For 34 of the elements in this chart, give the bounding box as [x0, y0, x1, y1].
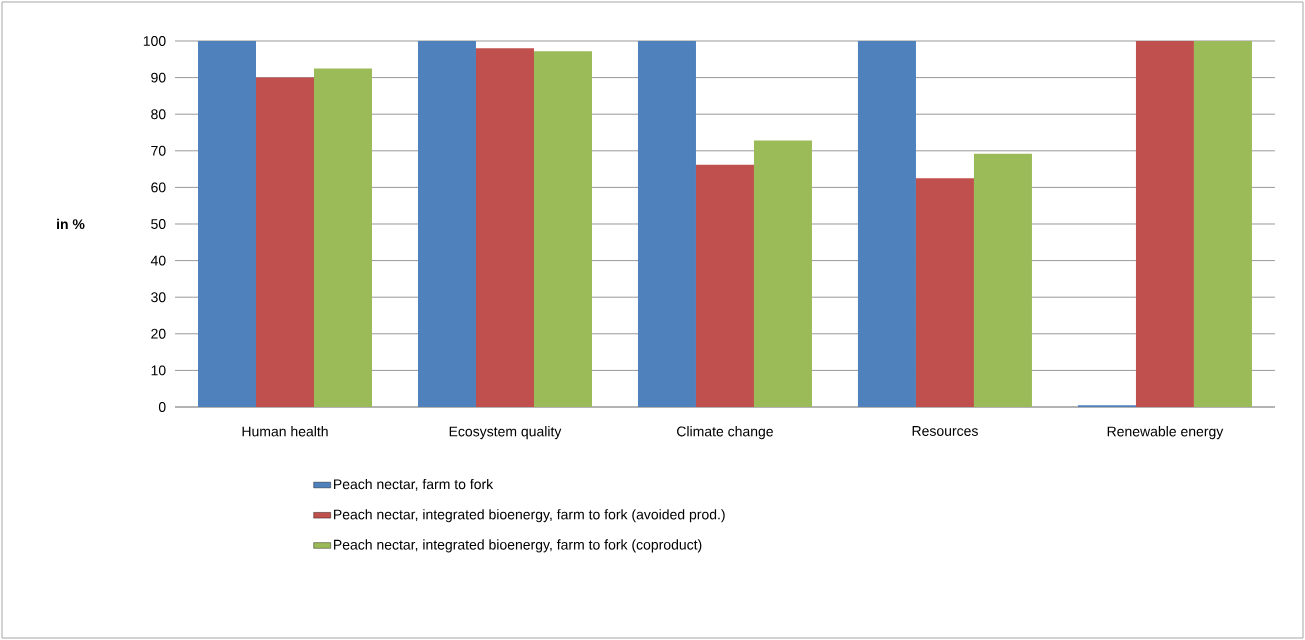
x-tick-label: Renewable energy	[1107, 426, 1224, 440]
x-tick-label: Climate change	[677, 426, 773, 440]
bar	[475, 48, 534, 407]
bar	[314, 68, 372, 407]
legend-label: Peach nectar, integrated bioenergy, farm to fork (coproduct)	[334, 539, 702, 553]
x-tick-label: Human health	[242, 426, 328, 437]
bar	[417, 41, 476, 407]
x-tick-label: Resources	[912, 426, 978, 436]
bar	[197, 41, 256, 407]
y-tick-label: 20	[151, 328, 166, 339]
y-tick-label: 50	[151, 219, 166, 229]
y-tick-label: 40	[150, 255, 166, 266]
y-tick-label: 100	[143, 36, 166, 46]
legend-label: Peach nectar, farm to fork	[334, 478, 494, 491]
bar	[973, 153, 1032, 407]
bar	[1135, 41, 1194, 407]
bar	[533, 51, 592, 407]
y-tick-label: 90	[151, 72, 166, 83]
bar	[915, 178, 974, 407]
bar	[256, 77, 314, 407]
y-tick-label: 60	[151, 182, 166, 193]
legend-label: Peach nectar, integrated bioenergy, farm to fork (avoided prod.)	[334, 509, 725, 523]
y-tick-label: 80	[151, 109, 166, 120]
y-tick-label: 70	[151, 145, 166, 156]
y-axis-title: in %	[57, 218, 85, 230]
x-tick-label: Ecosystem quality	[449, 426, 562, 440]
bar	[753, 140, 812, 407]
y-tick-label: 30	[151, 292, 166, 303]
bar	[695, 164, 754, 407]
y-tick-label: 10	[151, 365, 166, 376]
bar	[857, 41, 916, 407]
bar	[637, 41, 696, 407]
y-tick-label: 0	[158, 402, 166, 412]
bar	[1193, 41, 1252, 407]
